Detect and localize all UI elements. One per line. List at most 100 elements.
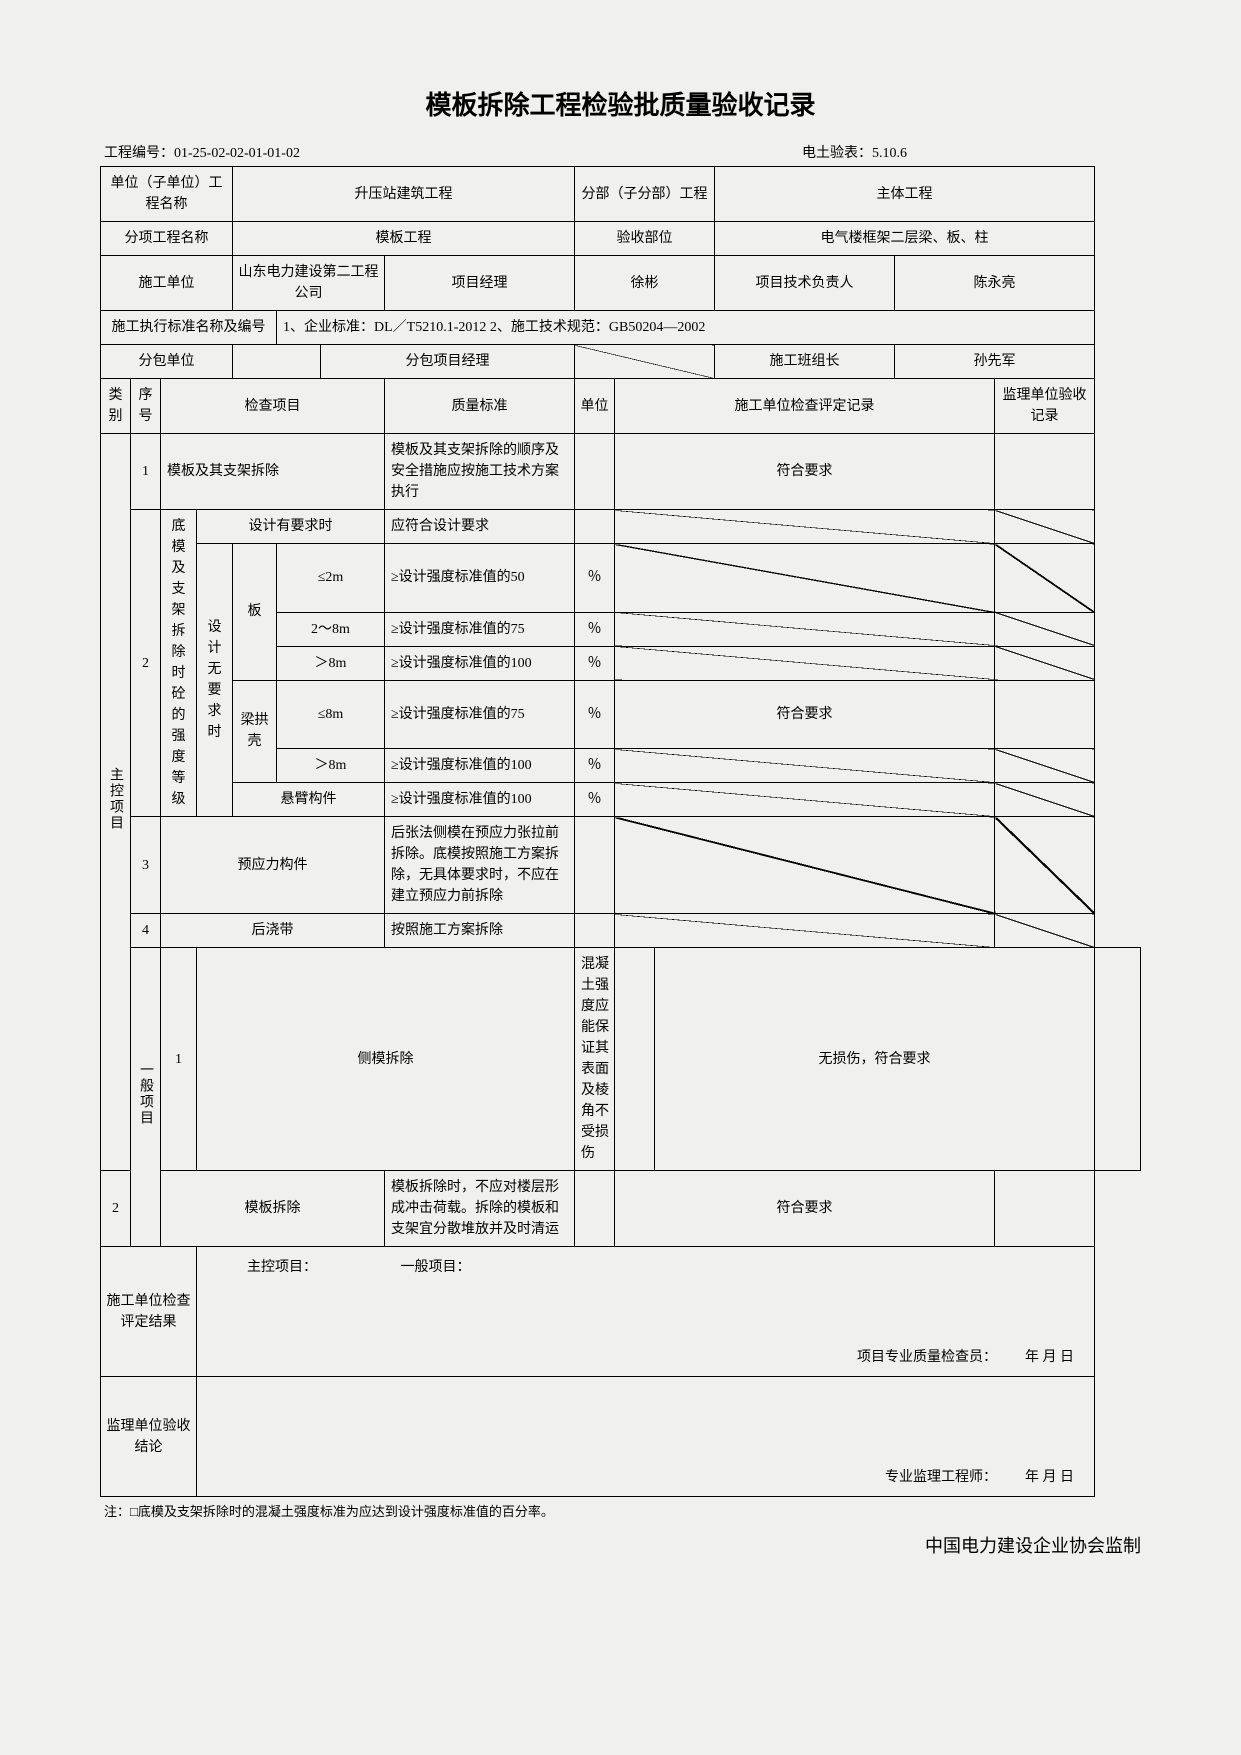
- r2-cantilever: 悬臂构件: [233, 783, 385, 817]
- r1-std: 模板及其支架拆除的顺序及安全措施应按施工技术方案执行: [385, 434, 575, 510]
- g1-std: 混凝土强度应能保证其表面及棱角不受损伤: [575, 948, 615, 1171]
- g1-item: 侧模拆除: [197, 948, 575, 1171]
- subproj-value: 模板工程: [233, 222, 575, 256]
- r2-28m-rec: [615, 612, 995, 646]
- r2-sub1-unit: [575, 510, 615, 544]
- r3-item: 预应力构件: [161, 817, 385, 914]
- r2-le8m-std: ≥设计强度标准值的75: [385, 680, 575, 749]
- r2-le8m: ≤8m: [277, 680, 385, 749]
- footnote: 注：□底模及支架拆除时的混凝土强度标准为应达到设计强度标准值的百分率。: [100, 1501, 1141, 1520]
- r2-main: 底模及支架拆除时砼的强度等级: [161, 510, 197, 817]
- r2-28m: 2～8m: [277, 612, 385, 646]
- col-check-record: 施工单位检查评定记录: [615, 379, 995, 434]
- g-seq-2: 2: [101, 1171, 131, 1247]
- result-box: 主控项目： 一般项目： 项目专业质量检查员： 年 月 日: [197, 1247, 1095, 1377]
- r2-sub1-rec: [615, 510, 995, 544]
- proj-no-label: 工程编号：: [104, 146, 174, 161]
- r3-sup: [995, 817, 1095, 914]
- g2-item: 模板拆除: [161, 1171, 385, 1247]
- r2-28m-sup: [995, 612, 1095, 646]
- standards-label: 施工执行标准名称及编号: [101, 311, 277, 345]
- pm-value: 徐彬: [575, 256, 715, 311]
- team-leader-label: 施工班组长: [715, 345, 895, 379]
- r4-std: 按照施工方案拆除: [385, 914, 575, 948]
- r2-cantilever-std: ≥设计强度标准值的100: [385, 783, 575, 817]
- main-proj-value: 主体工程: [715, 167, 1095, 222]
- supervision-label: 监理单位验收结论: [101, 1377, 197, 1497]
- unit-proj-label: 单位（子单位）工程名称: [101, 167, 233, 222]
- r2-le2m-unit: ％: [575, 544, 615, 613]
- r2-sub1-sup: [995, 510, 1095, 544]
- r2-le2m-sup: [995, 544, 1095, 613]
- r2-28m-std: ≥设计强度标准值的75: [385, 612, 575, 646]
- standards-value: 1、企业标准：DL／T5210.1-2012 2、施工技术规范：GB50204—…: [277, 311, 1095, 345]
- r2-le2m-std: ≥设计强度标准值的50: [385, 544, 575, 613]
- r3-rec: [615, 817, 995, 914]
- unit-proj-value: 升压站建筑工程: [233, 167, 575, 222]
- r2-liang: 梁拱壳: [233, 680, 277, 783]
- r2-gt8m2-unit: ％: [575, 749, 615, 783]
- r1-unit: [575, 434, 615, 510]
- footer: 中国电力建设企业协会监制: [100, 1532, 1141, 1558]
- r2-le2m-rec: [615, 544, 995, 613]
- r4-rec: [615, 914, 995, 948]
- r2-le8m-rec: 符合要求: [615, 680, 995, 749]
- r2-gt8m2-std: ≥设计强度标准值的100: [385, 749, 575, 783]
- division-label: 分部（子分部）工程: [575, 167, 715, 222]
- r2-le2m: ≤2m: [277, 544, 385, 613]
- g1-unit: [615, 948, 655, 1171]
- sub-pm-label: 分包项目经理: [321, 345, 575, 379]
- r4-sup: [995, 914, 1095, 948]
- general-cat: 一般项目: [131, 948, 161, 1247]
- r2-noreq: 设计无要求时: [197, 544, 233, 817]
- g-seq-1: 1: [161, 948, 197, 1171]
- g2-unit: [575, 1171, 615, 1247]
- r2-gt8m2-sup: [995, 749, 1095, 783]
- col-category: 类别: [101, 379, 131, 434]
- seq-3: 3: [131, 817, 161, 914]
- document-title: 模板拆除工程检验批质量验收记录: [100, 85, 1141, 122]
- main-ctrl-cat: 主控项目: [101, 434, 131, 1171]
- r2-gt8m-std: ≥设计强度标准值的100: [385, 646, 575, 680]
- subcontract-label: 分包单位: [101, 345, 233, 379]
- cu-value: 山东电力建设第二工程公司: [233, 256, 385, 311]
- r2-28m-unit: ％: [575, 612, 615, 646]
- result-label: 施工单位检查评定结果: [101, 1247, 197, 1377]
- top-meta: 工程编号：01-25-02-02-01-01-02 电土验表：5.10.6: [100, 142, 1141, 162]
- r4-item: 后浇带: [161, 914, 385, 948]
- team-leader-value: 孙先军: [895, 345, 1095, 379]
- r2-gt8m-rec: [615, 646, 995, 680]
- r2-sub1-std: 应符合设计要求: [385, 510, 575, 544]
- r1-sup: [995, 434, 1095, 510]
- seq-2: 2: [131, 510, 161, 817]
- col-seq: 序号: [131, 379, 161, 434]
- r2-ban: 板: [233, 544, 277, 681]
- r2-cantilever-unit: ％: [575, 783, 615, 817]
- seq-4: 4: [131, 914, 161, 948]
- r2-gt8m-unit: ％: [575, 646, 615, 680]
- supervision-box: 专业监理工程师： 年 月 日: [197, 1377, 1095, 1497]
- subproj-label: 分项工程名称: [101, 222, 233, 256]
- sub-pm-value: [575, 345, 715, 379]
- tech-lead-label: 项目技术负责人: [715, 256, 895, 311]
- r2-gt8m-sup: [995, 646, 1095, 680]
- cu-label: 施工单位: [101, 256, 233, 311]
- r2-cantilever-rec: [615, 783, 995, 817]
- r3-unit: [575, 817, 615, 914]
- r2-gt8m2-rec: [615, 749, 995, 783]
- r2-cantilever-sup: [995, 783, 1095, 817]
- proj-no: 01-25-02-02-01-01-02: [174, 146, 300, 161]
- r4-unit: [575, 914, 615, 948]
- main-table: 单位（子单位）工程名称 升压站建筑工程 分部（子分部）工程 主体工程 分项工程名…: [100, 166, 1141, 1497]
- g1-rec: 无损伤，符合要求: [655, 948, 1095, 1171]
- form-no: 5.10.6: [872, 146, 907, 161]
- r1-rec: 符合要求: [615, 434, 995, 510]
- g1-sup: [1095, 948, 1141, 1171]
- subcontract-value: [233, 345, 321, 379]
- g2-std: 模板拆除时，不应对楼层形成冲击荷载。拆除的模板和支架宜分散堆放并及时清运: [385, 1171, 575, 1247]
- r1-item: 模板及其支架拆除: [161, 434, 385, 510]
- pm-label: 项目经理: [385, 256, 575, 311]
- r2-le8m-sup: [995, 680, 1095, 749]
- col-unit: 单位: [575, 379, 615, 434]
- r2-sub1: 设计有要求时: [197, 510, 385, 544]
